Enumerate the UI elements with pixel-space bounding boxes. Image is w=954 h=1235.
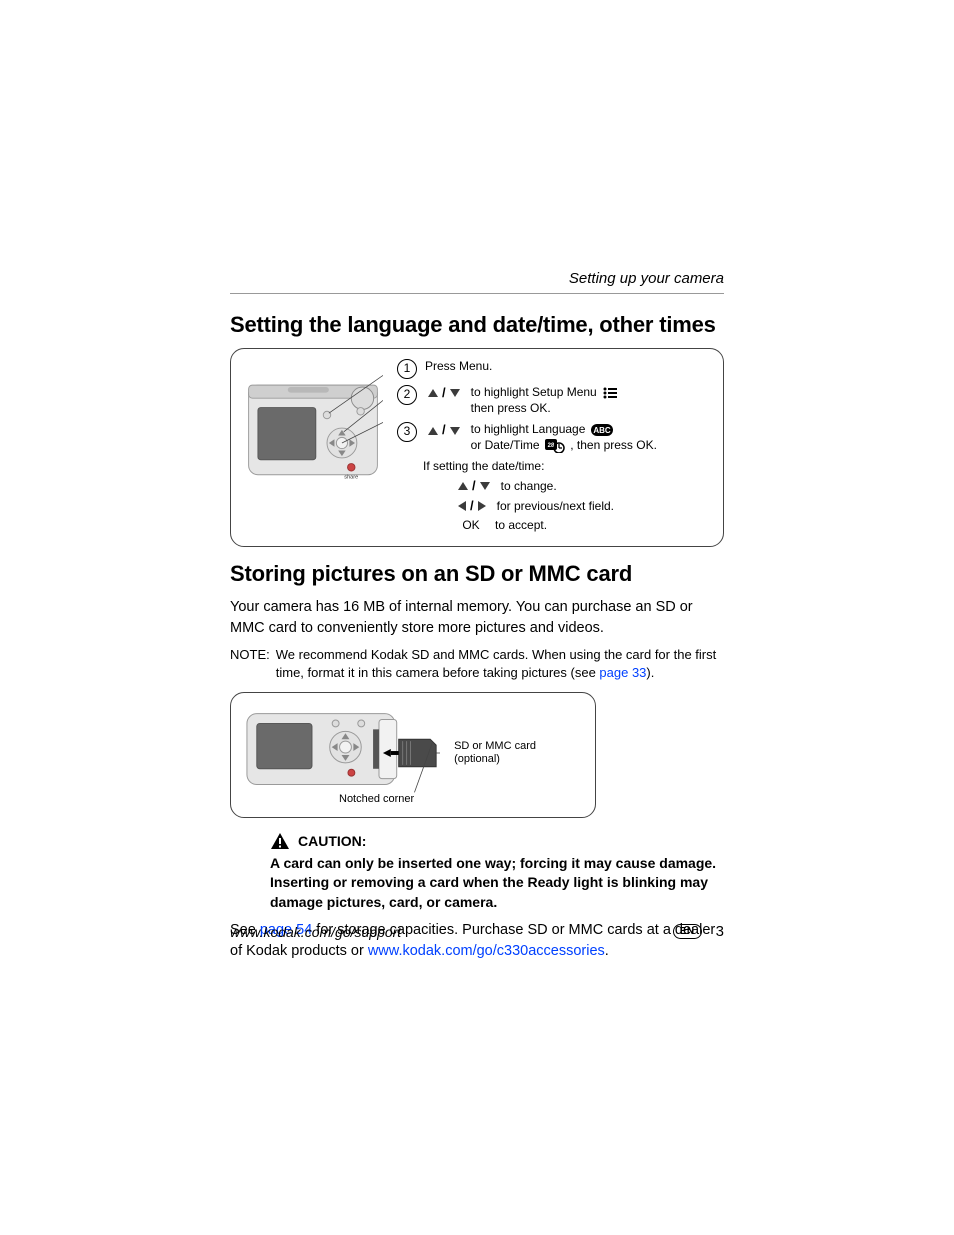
caution-label: CAUTION: — [298, 833, 366, 849]
note-label: NOTE: — [230, 646, 270, 682]
language-abc-icon: ABC — [591, 424, 613, 436]
language-datetime-diagram: share 1 Press Menu. 2 / — [230, 348, 724, 547]
sd-card-callout: SD or MMC card (optional) — [454, 740, 583, 766]
notch-callout: Notched corner — [339, 793, 583, 806]
running-header: Setting up your camera — [230, 270, 724, 294]
up-down-arrows-icon: / — [427, 385, 461, 402]
caution-body: A card can only be inserted one way; for… — [270, 854, 724, 913]
section2-body: Your camera has 16 MB of internal memory… — [230, 597, 724, 638]
if-setting-text: If setting the date/time: — [423, 459, 657, 475]
step3-text: to highlight Language ABC or Date/Time 2… — [471, 422, 657, 453]
step-number-3: 3 — [397, 422, 417, 442]
caution-icon — [270, 832, 290, 850]
note-block: NOTE: We recommend Kodak SD and MMC card… — [230, 646, 724, 682]
ok-label: OK — [455, 518, 487, 534]
step2-text: to highlight Setup Menu then press OK. — [471, 385, 620, 416]
accessories-link[interactable]: www.kodak.com/go/c330accessories — [368, 943, 605, 959]
footer-url: www.kodak.com/go/support — [230, 924, 401, 940]
accept-text: to accept. — [495, 518, 547, 534]
prevnext-text: for previous/next field. — [497, 499, 614, 515]
step-number-1: 1 — [397, 359, 417, 379]
section1-heading: Setting the language and date/time, othe… — [230, 312, 724, 338]
up-down-arrows-icon: / — [427, 422, 461, 439]
sd-card-diagram: SD or MMC card (optional) Notched corner — [230, 692, 596, 817]
section2-heading: Storing pictures on an SD or MMC card — [230, 561, 724, 587]
page-number: 3 — [716, 923, 724, 940]
page-footer: www.kodak.com/go/support EN 3 — [230, 923, 724, 940]
setup-menu-icon — [602, 387, 618, 399]
change-text: to change. — [501, 479, 557, 495]
note-text: We recommend Kodak SD and MMC cards. Whe… — [276, 646, 724, 682]
up-down-arrows-icon: / — [457, 478, 491, 495]
left-right-arrows-icon: / — [457, 498, 487, 515]
camera-back-illustration: share — [243, 359, 383, 499]
page33-link[interactable]: page 33 — [599, 665, 646, 680]
step-number-2: 2 — [397, 385, 417, 405]
step1-text: Press Menu. — [425, 359, 492, 375]
datetime-icon: 28 — [545, 439, 565, 453]
svg-text:ABC: ABC — [593, 426, 611, 435]
camera-sd-illustration — [243, 707, 440, 799]
language-badge: EN — [673, 924, 702, 939]
svg-text:share: share — [344, 474, 358, 480]
